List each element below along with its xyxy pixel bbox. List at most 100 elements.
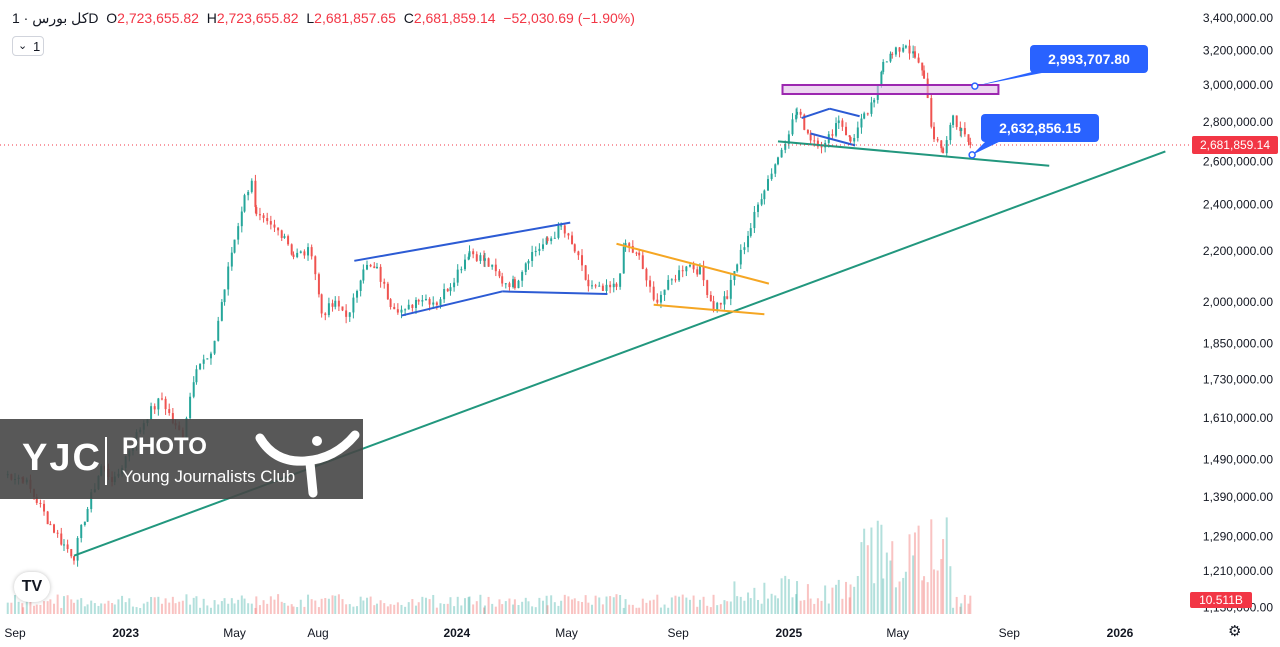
- x-axis[interactable]: Sep 2023 May Aug 2024 May Sep 2025 May Sep 2026: [4, 626, 1133, 640]
- volume-bar: [908, 534, 911, 614]
- volume-bar: [334, 595, 337, 614]
- volume-bar: [269, 596, 272, 614]
- volume-bar: [501, 604, 504, 614]
- volume-bar: [571, 599, 574, 614]
- candle-body: [501, 276, 504, 284]
- callout-high-box[interactable]: [1030, 45, 1148, 73]
- candle-body: [287, 236, 290, 245]
- candle-body: [612, 283, 615, 288]
- interval-toggle[interactable]: ⌄ 1: [12, 36, 44, 56]
- callout-low-anchor[interactable]: [968, 151, 976, 159]
- volume-bar: [428, 599, 431, 614]
- candle-body: [652, 286, 655, 300]
- wedge-upper-line[interactable]: [616, 242, 770, 285]
- candle-body: [150, 406, 153, 420]
- callout-high-anchor[interactable]: [971, 82, 979, 90]
- wedge-lower-line[interactable]: [653, 303, 765, 316]
- channel-lower-line[interactable]: [401, 290, 503, 317]
- candle-body: [60, 533, 63, 545]
- symbol-title[interactable]: کل بورس · 1D: [12, 10, 99, 26]
- volume-bar: [809, 598, 812, 614]
- candle-body: [945, 140, 948, 154]
- volume-bar: [848, 597, 851, 614]
- candle-body: [628, 243, 631, 246]
- candle-body: [199, 363, 202, 370]
- volume-bar: [926, 582, 929, 614]
- volume-bar: [164, 598, 167, 614]
- candle-body: [498, 271, 501, 277]
- volume-bar: [930, 519, 933, 614]
- volume-bar: [479, 594, 482, 614]
- candle-body: [299, 251, 302, 253]
- candle-body: [645, 268, 648, 281]
- y-tick-label: 2,000,000.00: [1203, 295, 1273, 309]
- volume-bar: [250, 603, 253, 614]
- candle-body: [366, 264, 369, 270]
- gear-icon[interactable]: ⚙: [1228, 623, 1242, 640]
- candle-body: [348, 312, 351, 317]
- candle-body: [573, 244, 576, 252]
- volume-bar: [813, 603, 816, 614]
- channel-lower-ext-line[interactable]: [502, 290, 608, 296]
- volume-bar: [181, 600, 184, 614]
- volume-bar: [545, 595, 548, 614]
- y-axis[interactable]: 3,400,000.00 3,200,000.00 3,000,000.00 2,80…: [1190, 11, 1278, 615]
- candle-body: [743, 247, 746, 250]
- channel-upper-line[interactable]: [354, 221, 571, 262]
- volume-bar: [393, 604, 396, 614]
- volume-bar: [209, 607, 212, 614]
- candle-body: [243, 195, 246, 212]
- volume-bar: [719, 604, 722, 614]
- volume-bar: [584, 595, 587, 614]
- volume-bar: [663, 604, 666, 614]
- volume-bar: [856, 575, 859, 614]
- volume-bar: [649, 600, 652, 614]
- candle-body: [571, 235, 574, 245]
- x-tick-label: 2026: [1107, 626, 1134, 640]
- volume-bar: [483, 605, 486, 614]
- candle-body: [891, 53, 894, 55]
- candle-body: [341, 306, 344, 311]
- candle-body: [386, 283, 389, 300]
- candle-body: [389, 299, 392, 307]
- triangle-upper-line[interactable]: [801, 107, 831, 120]
- y-tick-label: 2,800,000.00: [1203, 115, 1273, 129]
- candle-body: [83, 521, 86, 525]
- callout-layer[interactable]: 2,993,707.80 2,632,856.15: [968, 45, 1148, 159]
- volume-tag: [1190, 592, 1252, 608]
- volume-bar: [494, 606, 497, 614]
- candle-body: [776, 157, 779, 165]
- volume-bar: [841, 598, 844, 614]
- resistance-zone[interactable]: [781, 83, 1000, 95]
- volume-bar: [93, 603, 96, 614]
- candle-body: [443, 289, 446, 300]
- volume-bar: [659, 607, 662, 614]
- candle-body: [449, 287, 452, 292]
- candle-body: [411, 304, 414, 308]
- volume-bar: [467, 597, 470, 614]
- candle-body: [421, 300, 424, 302]
- y-tick-label: 1,490,000.00: [1203, 453, 1273, 467]
- neckline-trendline[interactable]: [777, 140, 1050, 167]
- triangle-upper2-line[interactable]: [829, 107, 860, 118]
- callout-low-box[interactable]: [981, 114, 1099, 142]
- triangle-lower-line[interactable]: [810, 132, 856, 147]
- volume-bar: [373, 605, 376, 614]
- volume-bar: [411, 599, 414, 614]
- volume-bar: [524, 597, 527, 614]
- tradingview-logo-icon[interactable]: TV: [14, 572, 50, 602]
- x-tick-label: May: [555, 626, 578, 640]
- candle-body: [736, 264, 739, 272]
- candle-body: [563, 225, 566, 234]
- candle-body: [685, 266, 688, 272]
- volume-bar: [678, 596, 681, 614]
- candle-body: [160, 398, 163, 400]
- y-tick-label: 1,210,000.00: [1203, 564, 1273, 578]
- candle-body: [894, 47, 897, 55]
- candle-body: [400, 309, 403, 313]
- candle-body: [753, 211, 756, 229]
- volume-bar: [258, 605, 261, 614]
- candle-body: [967, 134, 970, 142]
- open-value: 2,723,655.82: [117, 10, 199, 26]
